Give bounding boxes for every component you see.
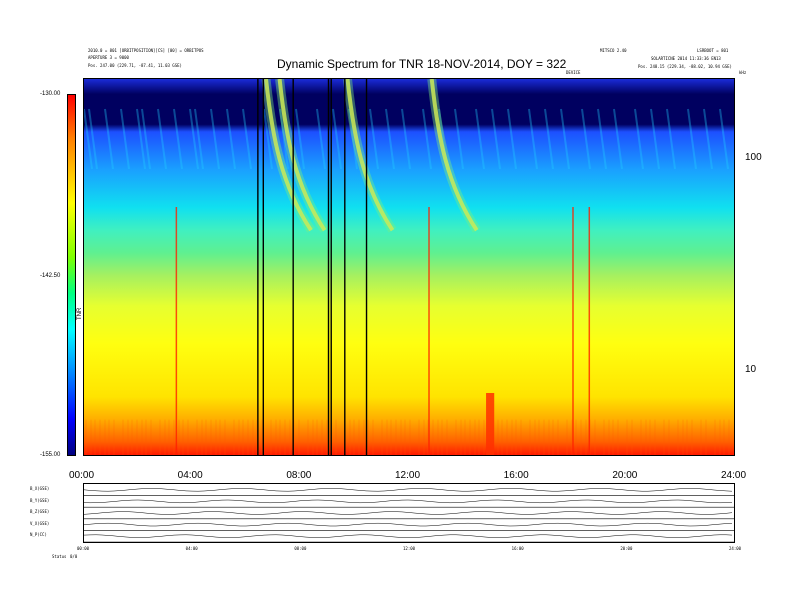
footer-label: Status [52, 554, 67, 559]
header-right-top-b: LSRBOOT = 801 [697, 48, 729, 53]
texture-streak [719, 108, 729, 170]
header-left-line2: APERTURE 3 = 9000 [88, 55, 129, 60]
freq-unit-label: kHz [739, 70, 747, 75]
texture-streak [104, 108, 114, 170]
texture-streak [279, 108, 289, 170]
mini-panel-trace [83, 499, 733, 504]
header-left-line1: 2010.0 = 801 [ORBITPOSITION][CS] [00] = … [88, 48, 204, 53]
spectrum-background [84, 79, 734, 455]
texture-streak [136, 108, 146, 170]
mini-x-tick-label: 08:00 [294, 546, 307, 551]
texture-streak [295, 108, 305, 170]
type-iii-burst-halo-2 [343, 79, 397, 233]
mini-panel-trace [83, 511, 733, 515]
mini-x-tick-label: 00:00 [77, 546, 90, 551]
texture-streak [242, 108, 252, 170]
texture-streak [491, 108, 501, 170]
mini-x-tick-label: 24:00 [729, 546, 742, 551]
texture-streak [226, 108, 236, 170]
mini-x-tick-label: 16:00 [511, 546, 524, 551]
texture-streak [348, 108, 358, 170]
texture-streak [597, 108, 607, 170]
mini-x-tick-label: 20:00 [620, 546, 633, 551]
low-freq-enhancement [486, 393, 495, 455]
x-tick-label: 12:00 [395, 470, 421, 481]
texture-streak [687, 108, 697, 170]
x-tick-label: 24:00 [721, 470, 747, 481]
x-tick-label: 16:00 [503, 470, 529, 481]
footer-value: 0/0 [70, 554, 78, 559]
mini-panel-label: N_P(CC) [30, 532, 47, 538]
dynamic-spectrum-plot [83, 78, 735, 456]
texture-streak [507, 108, 517, 170]
texture-streak [475, 108, 485, 170]
bottom-panels-svg [83, 488, 734, 543]
texture-streak [454, 108, 464, 170]
texture-streak [634, 108, 644, 170]
mini-panel-label: V_X(GSE) [30, 520, 50, 526]
mini-x-tick-label: 12:00 [403, 546, 416, 551]
bottom-panels-frame [83, 483, 735, 543]
spectrum-svg [84, 79, 734, 455]
texture-streak [141, 108, 151, 170]
header-left-line3: Pos. 247.00 (229.71, -87.41, 11.03 GSE) [88, 63, 182, 68]
texture-streak [316, 108, 326, 170]
texture-streak [263, 108, 273, 170]
type-iii-burst-2 [345, 79, 395, 232]
type-iii-burst-halo-0 [261, 79, 315, 233]
y-tick-label: 10 [745, 364, 757, 376]
texture-streak [650, 108, 660, 170]
texture-streak [401, 108, 411, 170]
texture-streak [194, 108, 204, 170]
texture-streak [703, 108, 713, 170]
texture-streak [581, 108, 591, 170]
texture-streak [84, 108, 93, 170]
texture-streak [385, 108, 395, 170]
x-tick-label: 20:00 [612, 470, 638, 481]
texture-streak [666, 108, 676, 170]
type-iii-burst-3 [429, 79, 479, 232]
mini-panel-label: B_Z(GSE) [30, 509, 50, 515]
texture-streak [189, 108, 199, 170]
header-right-top-a: MITSCO 2.40 [600, 48, 627, 53]
type-iii-burst-halo-3 [427, 79, 481, 233]
x-tick-label: 08:00 [286, 470, 312, 481]
texture-streak [422, 108, 432, 170]
color-scale-bar [67, 94, 76, 456]
y-tick-label: 100 [745, 151, 762, 163]
texture-streak [157, 108, 167, 170]
texture-streak [120, 108, 130, 170]
mini-x-tick-label: 04:00 [185, 546, 198, 551]
texture-streak [173, 108, 183, 170]
texture-streak [332, 108, 342, 170]
texture-streak [528, 108, 538, 170]
colorbar-tick-top: -130.00 [40, 91, 61, 97]
texture-streak [210, 108, 220, 170]
mini-panel-label: B_X(GSE) [30, 486, 50, 491]
texture-streak [560, 108, 570, 170]
colorbar-tick-bottom: -155.00 [40, 452, 61, 458]
texture-streak [369, 108, 379, 170]
mini-panel-trace [83, 534, 733, 538]
mini-panel-trace [83, 522, 733, 527]
type-iii-burst-0 [264, 79, 313, 232]
x-tick-label: 04:00 [177, 470, 203, 481]
mini-panel-trace [83, 488, 733, 492]
header-right-line3: Pos. 248.15 (229.34, -88.02, 10.94 GSE) [638, 64, 732, 69]
colorbar-tick-mid: -142.50 [40, 273, 61, 279]
chart-title: Dynamic Spectrum for TNR 18-NOV-2014, DO… [277, 57, 567, 71]
texture-streak [613, 108, 623, 170]
header-right-line2: SOLARTICNE 2014 11:33:36 EN13 [651, 56, 721, 61]
x-tick-label: 00:00 [69, 470, 95, 481]
texture-streak [88, 108, 98, 170]
mini-panel-label: B_Y(GSE) [30, 497, 50, 503]
texture-streak [544, 108, 554, 170]
marker-label: DEVICE [566, 70, 581, 75]
